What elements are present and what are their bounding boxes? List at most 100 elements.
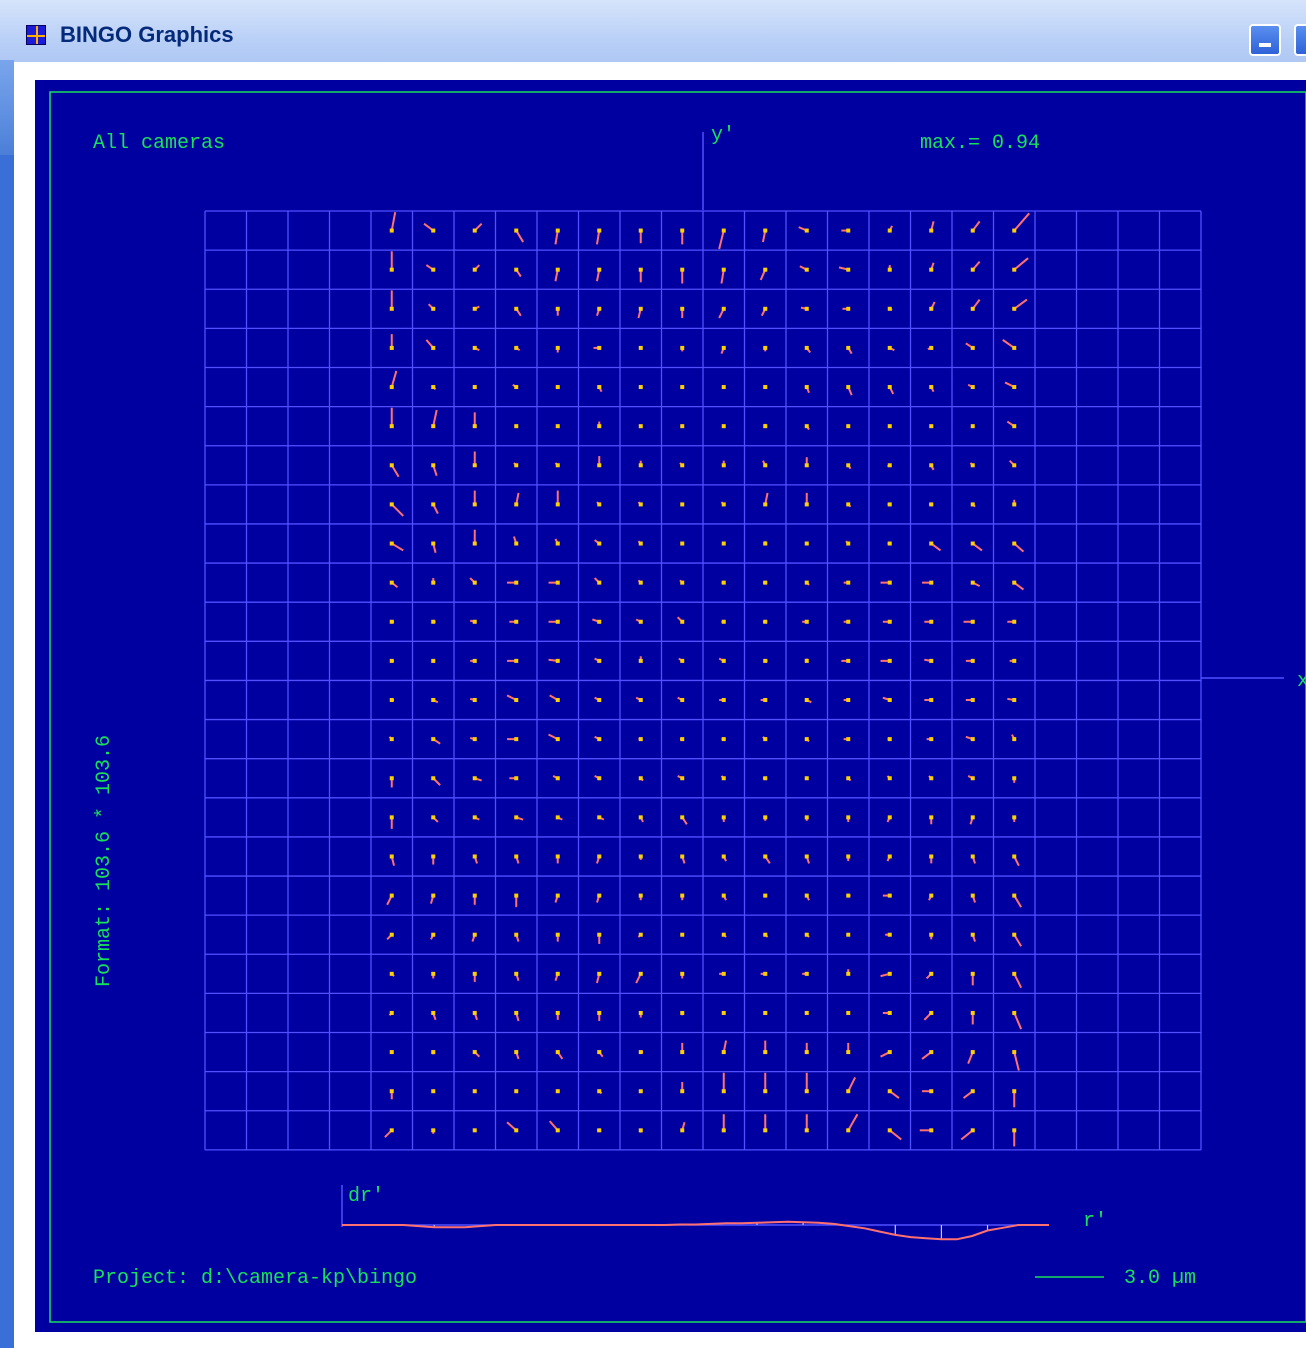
image-point <box>597 698 602 702</box>
residual-vector <box>595 230 601 245</box>
residual-plot: All cameras y' x max.= 0.94 Format: 103.… <box>35 80 1306 1332</box>
image-point <box>763 737 768 742</box>
image-point <box>638 854 643 859</box>
image-point <box>555 1010 560 1015</box>
image-point <box>597 1128 602 1133</box>
image-point <box>638 619 643 624</box>
image-point <box>929 345 934 350</box>
image-point <box>970 1050 975 1055</box>
image-point <box>970 1089 975 1094</box>
image-point <box>431 1089 436 1094</box>
image-point <box>721 580 726 585</box>
image-point <box>804 854 809 859</box>
image-point <box>680 619 685 624</box>
image-point <box>431 932 436 937</box>
image-point <box>763 1128 768 1133</box>
residual-vector <box>1013 257 1029 271</box>
image-point <box>389 541 394 546</box>
image-point <box>721 971 726 976</box>
image-point <box>763 932 768 937</box>
image-point <box>472 385 477 390</box>
image-point <box>638 580 643 585</box>
image-point <box>597 424 602 429</box>
image-point <box>763 1010 768 1015</box>
image-point <box>763 463 768 468</box>
image-point <box>1012 854 1017 859</box>
image-point <box>887 893 892 898</box>
image-point <box>1012 971 1017 976</box>
radial-x-label: r' <box>1083 1210 1107 1233</box>
image-point <box>763 619 768 624</box>
image-point <box>846 737 851 742</box>
image-point <box>1012 932 1017 937</box>
image-point <box>804 306 809 311</box>
image-point <box>472 815 477 820</box>
image-point <box>514 502 519 507</box>
window-title: BINGO Graphics <box>60 22 234 47</box>
image-point <box>431 854 436 859</box>
image-point <box>929 580 934 585</box>
residual-vector <box>1013 1051 1020 1071</box>
image-point <box>763 776 768 781</box>
image-point <box>846 971 851 976</box>
image-point <box>514 698 519 702</box>
image-point <box>431 971 436 976</box>
image-point <box>929 502 934 507</box>
image-point <box>804 541 809 546</box>
image-point <box>555 737 560 742</box>
image-point <box>887 385 892 390</box>
image-point <box>970 737 975 742</box>
image-point <box>431 893 436 898</box>
image-point <box>389 345 394 350</box>
image-point <box>389 424 394 429</box>
minimize-icon[interactable] <box>1249 24 1281 56</box>
image-point <box>514 658 519 663</box>
image-point <box>887 580 892 585</box>
image-point <box>721 463 726 468</box>
image-point <box>763 1050 768 1055</box>
image-point <box>763 1089 768 1094</box>
image-point <box>804 267 809 272</box>
image-point <box>389 619 394 624</box>
image-point <box>887 424 892 429</box>
image-point <box>472 228 477 233</box>
image-point <box>1012 698 1017 702</box>
image-point <box>721 1010 726 1015</box>
image-point <box>555 580 560 585</box>
image-point <box>472 893 477 898</box>
image-point <box>929 776 934 781</box>
image-point <box>721 424 726 429</box>
image-point <box>887 306 892 311</box>
image-point <box>514 267 519 272</box>
image-point <box>680 698 685 702</box>
image-point <box>472 737 477 742</box>
plot-background <box>35 80 1306 1332</box>
image-point <box>680 1089 685 1094</box>
image-point <box>472 580 477 585</box>
image-point <box>638 424 643 429</box>
image-point <box>389 463 394 468</box>
image-point <box>638 1089 643 1094</box>
image-point <box>638 737 643 742</box>
image-point <box>929 267 934 272</box>
image-point <box>763 580 768 585</box>
image-point <box>555 893 560 898</box>
image-point <box>389 228 394 233</box>
image-point <box>638 1050 643 1055</box>
image-point <box>514 854 519 859</box>
image-point <box>887 1050 892 1055</box>
maximize-icon[interactable] <box>1294 24 1306 56</box>
image-point <box>555 1128 560 1133</box>
image-point <box>970 385 975 390</box>
image-point <box>514 776 519 781</box>
image-point <box>721 737 726 742</box>
camera-label: All cameras <box>93 132 225 155</box>
image-point <box>846 619 851 624</box>
image-point <box>929 658 934 663</box>
image-point <box>389 1050 394 1055</box>
image-point <box>514 737 519 742</box>
image-point <box>514 1010 519 1015</box>
image-point <box>597 776 602 781</box>
image-point <box>514 541 519 546</box>
image-point <box>970 463 975 468</box>
